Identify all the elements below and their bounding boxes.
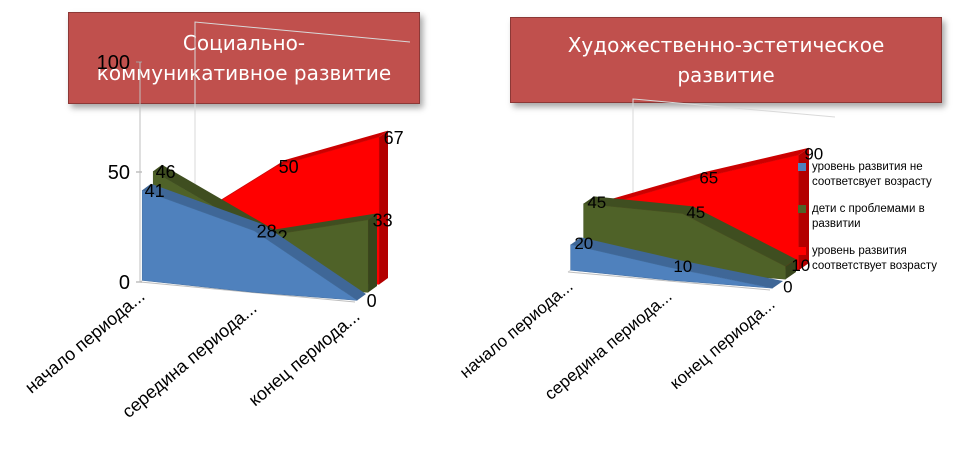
legend-item-not-matching: уровень развития не соответсвует возраст…	[798, 160, 973, 190]
y-tick-label: 0	[119, 272, 130, 294]
legend-label: дети с проблемами в развитии	[812, 203, 925, 230]
data-label: 65	[699, 168, 718, 187]
floor-front-edge	[139, 281, 356, 303]
legend-item-problems: дети с проблемами в развитии	[798, 202, 973, 232]
data-label: 45	[587, 193, 606, 212]
y-tick-label: 100	[97, 52, 130, 74]
chart-title-social-text: Социально-коммуникативное развитие	[96, 31, 392, 85]
data-label: 46	[156, 162, 176, 182]
data-label: 33	[373, 211, 393, 231]
data-label: 0	[367, 291, 377, 311]
legend: уровень развития не соответсвует возраст…	[798, 160, 973, 286]
series-end-face	[785, 259, 796, 280]
category-label: конец периода...	[245, 306, 364, 410]
legend-swatch-green	[798, 205, 806, 213]
series-top-surface	[583, 196, 796, 267]
category-label: середина периода...	[118, 298, 260, 422]
data-label: 90	[804, 144, 823, 163]
legend-label: уровень развития не соответсвует возраст…	[812, 161, 932, 188]
series-area	[570, 244, 773, 289]
data-label: 45	[686, 203, 705, 222]
back-wall	[194, 21, 411, 242]
series-top-surface	[142, 183, 366, 301]
legend-item-matching: уровень развития соответствует возрасту	[798, 244, 973, 274]
category-label: середина периода...	[541, 287, 676, 404]
legend-swatch-blue	[798, 163, 806, 171]
series-end-face	[368, 213, 377, 293]
data-label: 50	[279, 157, 299, 177]
data-label: 20	[574, 234, 593, 253]
legend-swatch-red	[798, 247, 806, 255]
series-top-surface	[596, 147, 809, 208]
category-label: начало периода...	[456, 277, 576, 382]
data-label: 10	[791, 256, 810, 275]
floor-front-edge	[567, 271, 771, 291]
legend-label: уровень развития соответствует возрасту	[812, 245, 937, 272]
series-end-face	[379, 130, 388, 285]
y-tick-label: 50	[108, 162, 130, 184]
data-label: 28	[257, 222, 277, 242]
chart-title-art: Художественно-эстетическое развитие	[510, 17, 942, 103]
category-label: конец периода...	[666, 295, 778, 394]
data-label: 41	[145, 181, 165, 201]
data-label: 67	[384, 128, 404, 148]
chart-title-art-text: Художественно-эстетическое развитие	[567, 33, 885, 87]
data-label: 10	[673, 257, 692, 276]
category-label: начало периода...	[21, 286, 148, 397]
chart-title-social: Социально-коммуникативное развитие	[68, 12, 420, 104]
series-area	[141, 189, 359, 301]
data-label: 0	[783, 278, 792, 297]
series-top-surface	[570, 237, 783, 289]
back-wall	[632, 98, 836, 227]
